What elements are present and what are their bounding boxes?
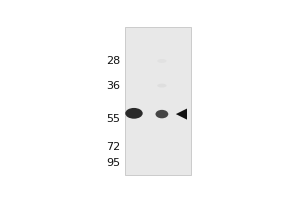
Text: 55: 55	[106, 114, 120, 124]
Ellipse shape	[125, 108, 143, 119]
Text: 36: 36	[106, 81, 120, 91]
Ellipse shape	[157, 84, 167, 88]
Text: 72: 72	[106, 142, 120, 152]
Text: 28: 28	[106, 56, 120, 66]
Bar	[125, 27, 191, 175]
Ellipse shape	[155, 110, 168, 118]
Polygon shape	[176, 109, 187, 120]
Ellipse shape	[157, 59, 167, 63]
Text: 95: 95	[106, 158, 120, 168]
